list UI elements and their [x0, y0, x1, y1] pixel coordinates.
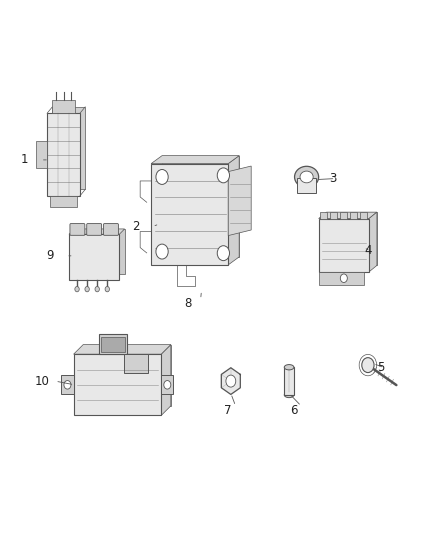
- FancyBboxPatch shape: [319, 272, 364, 285]
- Text: 7: 7: [224, 404, 232, 417]
- Polygon shape: [74, 344, 171, 354]
- Circle shape: [164, 381, 171, 389]
- FancyBboxPatch shape: [50, 196, 77, 207]
- FancyBboxPatch shape: [99, 334, 127, 354]
- Circle shape: [340, 274, 347, 282]
- FancyBboxPatch shape: [340, 212, 347, 219]
- Polygon shape: [161, 344, 171, 416]
- Ellipse shape: [284, 365, 294, 370]
- FancyBboxPatch shape: [103, 224, 118, 236]
- FancyBboxPatch shape: [161, 375, 173, 394]
- FancyBboxPatch shape: [330, 212, 337, 219]
- Text: 9: 9: [46, 249, 54, 262]
- Circle shape: [75, 287, 79, 292]
- Text: 6: 6: [290, 404, 297, 417]
- Polygon shape: [228, 156, 239, 265]
- Polygon shape: [319, 219, 369, 272]
- FancyBboxPatch shape: [284, 367, 294, 395]
- Circle shape: [64, 381, 71, 389]
- FancyBboxPatch shape: [36, 141, 47, 168]
- Circle shape: [217, 246, 230, 261]
- FancyBboxPatch shape: [87, 224, 102, 236]
- Text: 3: 3: [329, 172, 336, 185]
- Polygon shape: [69, 229, 125, 235]
- Text: 5: 5: [378, 361, 385, 374]
- Polygon shape: [228, 166, 251, 236]
- Text: 2: 2: [132, 220, 140, 233]
- Text: 1: 1: [20, 154, 28, 166]
- Polygon shape: [369, 212, 377, 272]
- Polygon shape: [69, 235, 119, 279]
- Polygon shape: [326, 212, 377, 265]
- Circle shape: [105, 287, 110, 292]
- FancyBboxPatch shape: [320, 212, 327, 219]
- Polygon shape: [151, 164, 228, 265]
- FancyBboxPatch shape: [124, 354, 148, 373]
- FancyBboxPatch shape: [297, 178, 316, 193]
- Ellipse shape: [284, 392, 294, 398]
- Circle shape: [95, 287, 99, 292]
- Circle shape: [217, 168, 230, 183]
- Polygon shape: [151, 156, 239, 164]
- Polygon shape: [74, 229, 125, 274]
- Text: 4: 4: [364, 244, 372, 257]
- Text: 8: 8: [185, 297, 192, 310]
- Circle shape: [226, 375, 236, 387]
- FancyBboxPatch shape: [350, 212, 357, 219]
- Polygon shape: [319, 212, 377, 219]
- FancyBboxPatch shape: [360, 212, 367, 219]
- FancyBboxPatch shape: [61, 375, 74, 394]
- Ellipse shape: [294, 166, 318, 188]
- Circle shape: [156, 244, 168, 259]
- Circle shape: [85, 287, 89, 292]
- FancyBboxPatch shape: [52, 100, 75, 114]
- Circle shape: [362, 358, 374, 373]
- FancyBboxPatch shape: [101, 337, 125, 352]
- Polygon shape: [47, 114, 80, 196]
- Polygon shape: [221, 368, 240, 394]
- Text: 10: 10: [34, 375, 49, 387]
- FancyBboxPatch shape: [70, 224, 85, 236]
- Polygon shape: [52, 107, 85, 190]
- Polygon shape: [83, 344, 171, 406]
- Polygon shape: [74, 354, 161, 416]
- Circle shape: [156, 169, 168, 184]
- Ellipse shape: [300, 171, 313, 183]
- Polygon shape: [162, 156, 239, 257]
